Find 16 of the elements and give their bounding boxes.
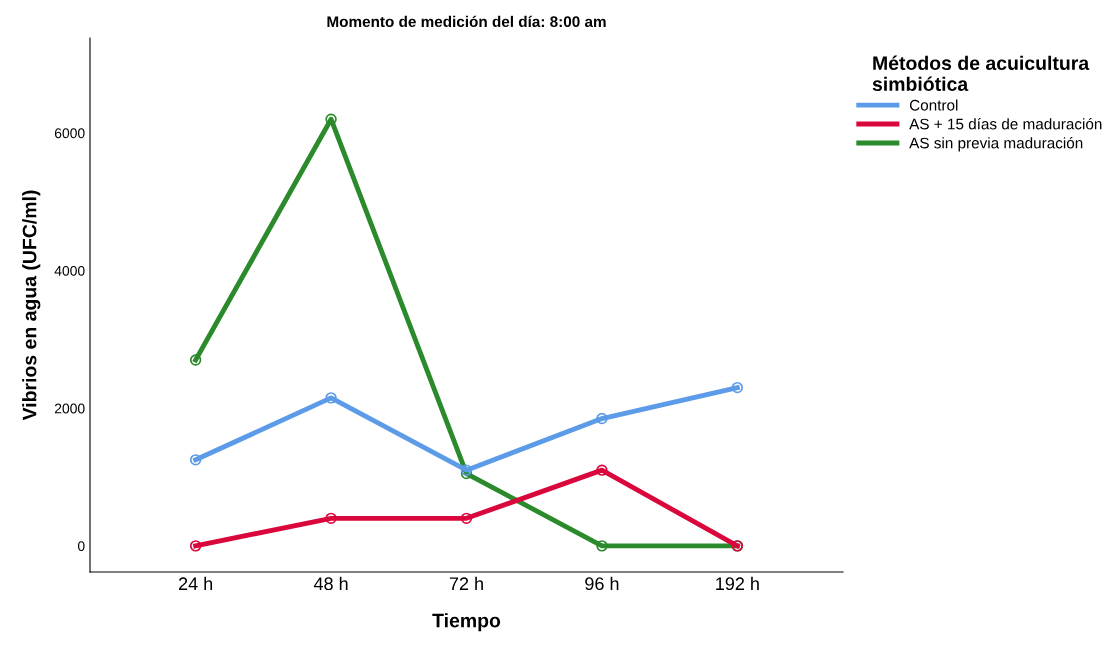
x-tick-label: 72 h: [449, 576, 483, 590]
x-tick-label: 96 h: [585, 576, 619, 591]
y-tick-label: 0: [77, 541, 85, 552]
y-tick-label: 6000: [54, 128, 85, 139]
x-tick-label: 48 h: [313, 576, 348, 591]
legend-label: AS + 15 días de maduración: [909, 118, 1102, 130]
y-tick-label: 2000: [54, 403, 85, 414]
x-axis-title: Tiempo: [432, 613, 501, 632]
legend-label: Control: [909, 99, 958, 111]
legend-label: AS sin previa maduración: [909, 137, 1083, 152]
x-tick-label: 192 h: [716, 576, 759, 591]
x-tick-label: 24 h: [178, 576, 213, 590]
chart-title: Momento de medición del día: 8:00 am: [327, 15, 606, 28]
legend-title: Métodos de acuicultura simbiótica: [872, 55, 1090, 91]
y-axis-title: Vibrios en agua (UFC/ml): [22, 190, 41, 421]
y-tick-label: 4000: [54, 265, 85, 276]
